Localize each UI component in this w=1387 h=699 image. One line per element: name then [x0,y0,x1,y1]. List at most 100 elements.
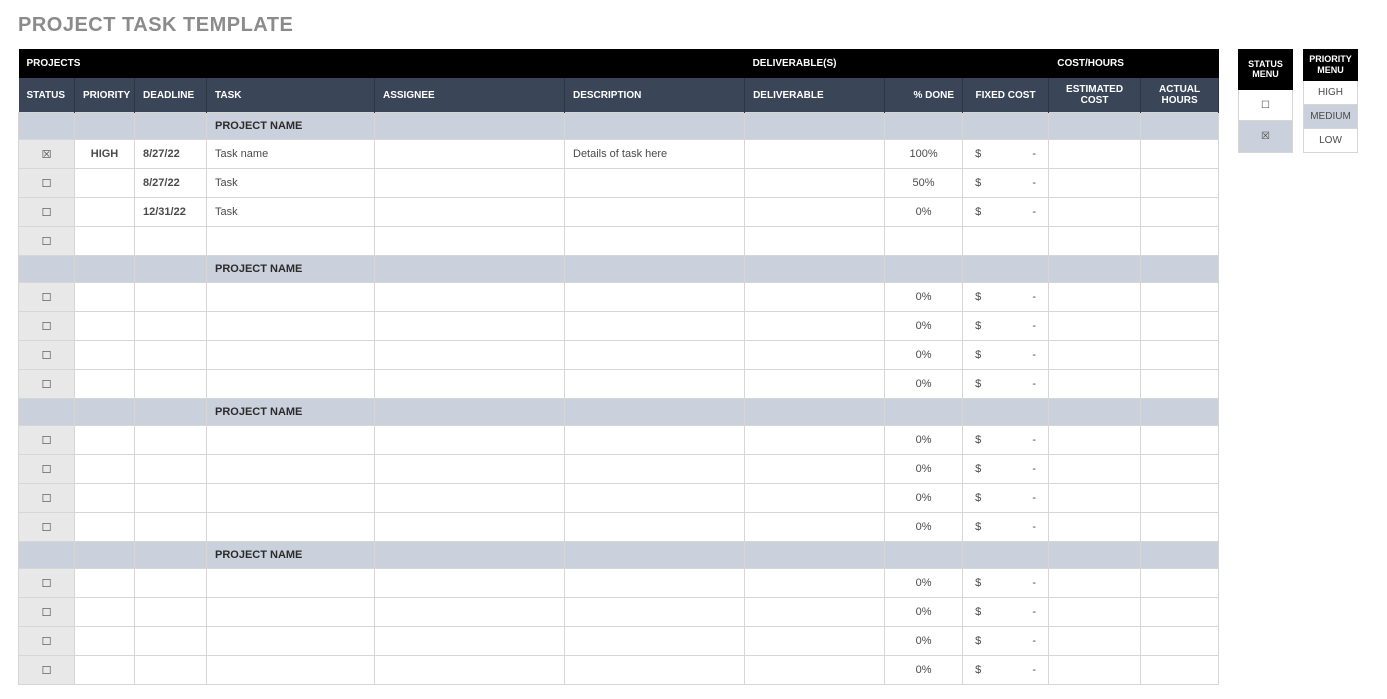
priority-menu-item[interactable]: LOW [1304,128,1358,152]
fixed-cost-cell[interactable] [963,227,1049,256]
fixed-cost-cell[interactable]: $- [963,569,1049,598]
task-cell[interactable] [207,484,375,513]
description-cell[interactable] [565,426,745,455]
actual-hours-cell[interactable] [1141,341,1219,370]
status-checkbox[interactable]: ☒ [19,140,75,169]
task-cell[interactable] [207,455,375,484]
task-cell[interactable] [207,598,375,627]
actual-hours-cell[interactable] [1141,198,1219,227]
actual-hours-cell[interactable] [1141,312,1219,341]
est-cost-cell[interactable] [1049,169,1141,198]
assignee-cell[interactable] [375,455,565,484]
actual-hours-cell[interactable] [1141,598,1219,627]
status-checkbox[interactable]: ☐ [19,455,75,484]
est-cost-cell[interactable] [1049,370,1141,399]
deliverable-cell[interactable] [745,484,885,513]
assignee-cell[interactable] [375,513,565,542]
fixed-cost-cell[interactable]: $- [963,656,1049,685]
deadline-cell[interactable] [135,370,207,399]
status-menu-item[interactable]: ☒ [1239,121,1293,152]
status-checkbox[interactable]: ☐ [19,370,75,399]
fixed-cost-cell[interactable]: $- [963,627,1049,656]
deadline-cell[interactable] [135,627,207,656]
status-checkbox[interactable]: ☐ [19,656,75,685]
actual-hours-cell[interactable] [1141,484,1219,513]
actual-hours-cell[interactable] [1141,169,1219,198]
fixed-cost-cell[interactable]: $- [963,455,1049,484]
pct-done-cell[interactable]: 50% [885,169,963,198]
deliverable-cell[interactable] [745,227,885,256]
status-checkbox[interactable]: ☐ [19,569,75,598]
fixed-cost-cell[interactable]: $- [963,312,1049,341]
status-checkbox[interactable]: ☐ [19,627,75,656]
fixed-cost-cell[interactable]: $- [963,140,1049,169]
actual-hours-cell[interactable] [1141,370,1219,399]
fixed-cost-cell[interactable]: $- [963,198,1049,227]
status-checkbox[interactable]: ☐ [19,169,75,198]
task-cell[interactable] [207,283,375,312]
est-cost-cell[interactable] [1049,627,1141,656]
pct-done-cell[interactable]: 0% [885,598,963,627]
est-cost-cell[interactable] [1049,598,1141,627]
priority-cell[interactable] [75,627,135,656]
priority-cell[interactable] [75,569,135,598]
deadline-cell[interactable] [135,569,207,598]
status-checkbox[interactable]: ☐ [19,283,75,312]
assignee-cell[interactable] [375,341,565,370]
deliverable-cell[interactable] [745,455,885,484]
assignee-cell[interactable] [375,140,565,169]
project-name[interactable]: PROJECT NAME [207,256,375,283]
priority-cell[interactable] [75,656,135,685]
est-cost-cell[interactable] [1049,341,1141,370]
priority-cell[interactable] [75,227,135,256]
actual-hours-cell[interactable] [1141,627,1219,656]
priority-cell[interactable] [75,283,135,312]
deadline-cell[interactable] [135,598,207,627]
assignee-cell[interactable] [375,426,565,455]
deadline-cell[interactable] [135,312,207,341]
priority-cell[interactable]: HIGH [75,140,135,169]
est-cost-cell[interactable] [1049,484,1141,513]
deliverable-cell[interactable] [745,656,885,685]
assignee-cell[interactable] [375,169,565,198]
deadline-cell[interactable]: 12/31/22 [135,198,207,227]
task-cell[interactable] [207,370,375,399]
task-cell[interactable] [207,341,375,370]
assignee-cell[interactable] [375,370,565,399]
fixed-cost-cell[interactable]: $- [963,426,1049,455]
assignee-cell[interactable] [375,227,565,256]
deadline-cell[interactable] [135,283,207,312]
actual-hours-cell[interactable] [1141,227,1219,256]
est-cost-cell[interactable] [1049,140,1141,169]
actual-hours-cell[interactable] [1141,455,1219,484]
deliverable-cell[interactable] [745,627,885,656]
actual-hours-cell[interactable] [1141,283,1219,312]
status-menu-item[interactable]: ☐ [1239,89,1293,120]
task-cell[interactable] [207,227,375,256]
status-checkbox[interactable]: ☐ [19,513,75,542]
project-name[interactable]: PROJECT NAME [207,542,375,569]
description-cell[interactable] [565,312,745,341]
est-cost-cell[interactable] [1049,569,1141,598]
status-checkbox[interactable]: ☐ [19,484,75,513]
deliverable-cell[interactable] [745,513,885,542]
status-checkbox[interactable]: ☐ [19,426,75,455]
assignee-cell[interactable] [375,198,565,227]
fixed-cost-cell[interactable]: $- [963,598,1049,627]
project-name[interactable]: PROJECT NAME [207,399,375,426]
fixed-cost-cell[interactable]: $- [963,370,1049,399]
task-cell[interactable]: Task name [207,140,375,169]
deadline-cell[interactable] [135,656,207,685]
assignee-cell[interactable] [375,569,565,598]
priority-cell[interactable] [75,370,135,399]
task-cell[interactable] [207,426,375,455]
deadline-cell[interactable] [135,513,207,542]
est-cost-cell[interactable] [1049,227,1141,256]
est-cost-cell[interactable] [1049,656,1141,685]
actual-hours-cell[interactable] [1141,569,1219,598]
est-cost-cell[interactable] [1049,513,1141,542]
pct-done-cell[interactable]: 100% [885,140,963,169]
task-cell[interactable] [207,513,375,542]
description-cell[interactable] [565,656,745,685]
description-cell[interactable] [565,484,745,513]
